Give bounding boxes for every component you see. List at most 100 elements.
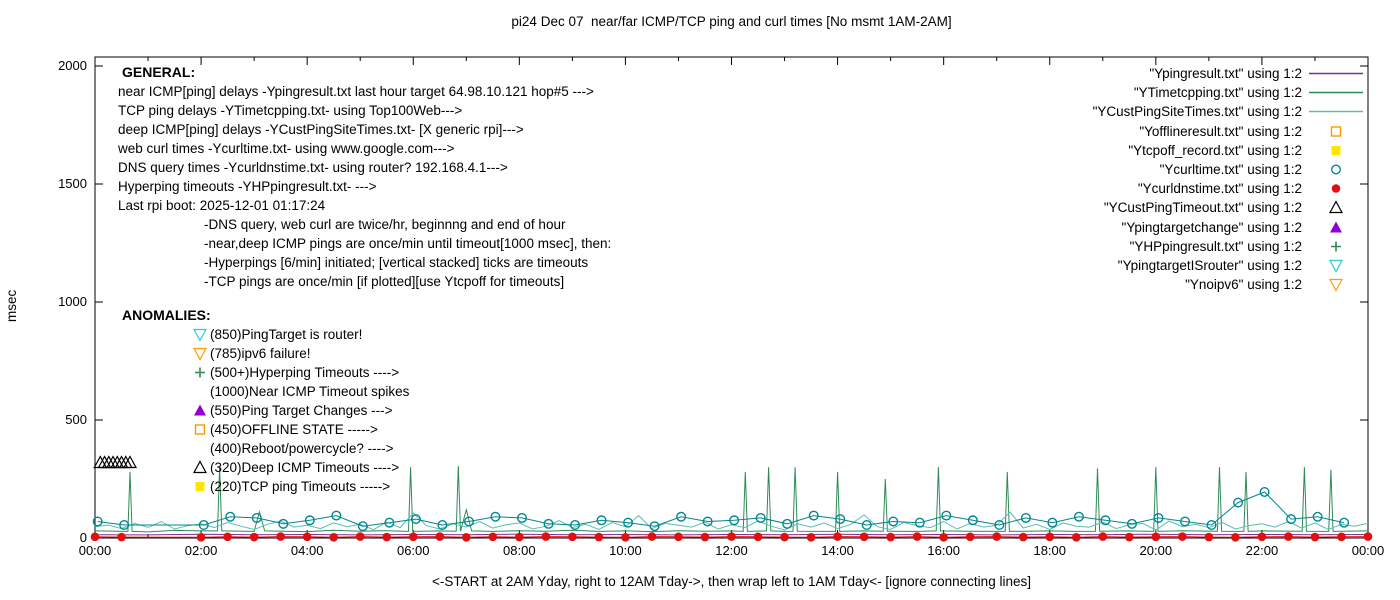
down-triangle-marker xyxy=(1328,279,1344,292)
series-point-YCustPingTimeout.txt xyxy=(122,455,138,469)
series-point-Ycurltime.txt xyxy=(967,515,978,526)
series-point-Ycurltime.txt xyxy=(888,516,899,527)
series-point-Ycurltime.txt xyxy=(1180,516,1191,527)
anomaly-row: (850)PingTarget is router! xyxy=(192,325,409,344)
anomalies-heading: ANOMALIES: xyxy=(122,307,211,323)
legend-label: "YpingtargetISrouter" using 1:2 xyxy=(1117,257,1302,273)
open-triangle-icon xyxy=(1302,200,1370,215)
series-point-Ycurltime.txt xyxy=(1047,517,1058,528)
series-point-Ycurltime.txt xyxy=(1339,517,1350,528)
series-point-Ycurltime.txt xyxy=(119,520,130,531)
general-line: near ICMP[ping] delays -Ypingresult.txt … xyxy=(118,84,594,99)
series-point-Ycurldnstime.txt xyxy=(488,532,498,542)
anomaly-row: (785)ipv6 failure! xyxy=(192,344,409,363)
series-point-Ycurldnstime.txt xyxy=(1098,532,1108,541)
open-circle-icon xyxy=(1302,162,1370,177)
series-point-Ycurltime.txt xyxy=(1233,497,1244,508)
filled-triangle-icon xyxy=(1302,220,1370,235)
series-point-Ycurldnstime.txt xyxy=(833,532,842,541)
ping-target-change-icon xyxy=(192,403,210,418)
series-point-Ycurldnstime.txt xyxy=(1018,532,1028,542)
series-point-Ycurltime.txt xyxy=(623,517,634,528)
general-line: -near,deep ICMP pings are once/min until… xyxy=(204,236,612,251)
legend-row: "Yofflineresult.txt" using 1:2 xyxy=(1030,122,1370,141)
series-point-Ycurltime.txt xyxy=(1020,512,1031,523)
tcp-ping-timeout-icon xyxy=(192,479,210,494)
anomaly-row: (450)OFFLINE STATE -----> xyxy=(192,420,409,439)
series-point-Ycurldnstime.txt xyxy=(859,532,869,542)
series-point-Ycurltime.txt xyxy=(1286,514,1297,525)
general-line: -Hyperpings [6/min] initiated; [vertical… xyxy=(204,255,589,270)
series-point-Ycurldnstime.txt xyxy=(727,532,736,541)
anomaly-text: (850)PingTarget is router! xyxy=(210,327,363,342)
y-tick-label: 500 xyxy=(65,412,87,427)
open-square-icon xyxy=(1302,124,1370,139)
series-point-Ycurldnstime.txt xyxy=(1151,532,1161,542)
series-point-Ycurldnstime.txt xyxy=(249,532,259,542)
series-point-Ycurltime.txt xyxy=(861,520,872,531)
series-point-YCustPingTimeout.txt xyxy=(93,455,108,469)
plus-marker xyxy=(195,367,205,378)
series-point-Ycurltime.txt xyxy=(1126,518,1137,529)
series-point-Ycurldnstime.txt xyxy=(1310,532,1320,542)
series-point-Ycurltime.txt xyxy=(92,516,103,527)
open-triangle-marker xyxy=(192,460,208,474)
series-point-Ycurldnstime.txt xyxy=(461,532,471,542)
general-line: TCP ping delays -YTimetcpping.txt- using… xyxy=(118,103,463,118)
down-triangle-icon xyxy=(1302,258,1370,273)
anomalies-notes: ANOMALIES: (850)PingTarget is router! (7… xyxy=(118,306,409,496)
x-tick-label: 08:00 xyxy=(503,543,536,558)
series-point-Ycurldnstime.txt xyxy=(806,532,816,542)
x-tick-label: 14:00 xyxy=(821,543,854,558)
legend-row: "Ycurldnstime.txt" using 1:2 xyxy=(1030,179,1370,198)
series-point-Ycurltime.txt xyxy=(278,518,289,529)
general-line: web curl times -Ycurltime.txt- using www… xyxy=(118,141,455,156)
x-axis-caption: <-START at 2AM Yday, right to 12AM Tday-… xyxy=(432,574,1031,589)
x-tick-label: 18:00 xyxy=(1033,543,1066,558)
series-point-Ycurltime.txt xyxy=(490,511,501,522)
anomaly-text: (450)OFFLINE STATE -----> xyxy=(210,422,378,437)
general-line: deep ICMP[ping] delays -YCustPingSiteTim… xyxy=(118,122,524,137)
down-triangle-marker xyxy=(192,328,208,342)
series-point-Ycurltime.txt xyxy=(384,517,395,528)
general-line: Hyperping timeouts -YHPpingresult.txt- -… xyxy=(118,179,377,194)
series-point-Ycurltime.txt xyxy=(225,511,236,522)
anomaly-text: (500+)Hyperping Timeouts ----> xyxy=(210,365,400,380)
plus-marker xyxy=(1331,241,1341,252)
filled-triangle-marker xyxy=(1330,221,1342,233)
general-heading: GENERAL: xyxy=(122,64,196,80)
open-square-marker xyxy=(1330,125,1342,137)
series-point-Ycurldnstime.txt xyxy=(223,532,232,542)
anomaly-row: (1000)Near ICMP Timeout spikes xyxy=(192,382,409,401)
legend-label: "YCustPingTimeout.txt" using 1:2 xyxy=(1103,200,1302,216)
x-tick-label: 20:00 xyxy=(1140,543,1173,558)
legend-label: "Ynoipv6" using 1:2 xyxy=(1185,277,1302,293)
legend-row: "Ypingresult.txt" using 1:2 xyxy=(1030,64,1370,83)
series-point-Ycurldnstime.txt xyxy=(435,532,445,541)
series-point-Ycurltime.txt xyxy=(1153,512,1164,523)
anomaly-text: (550)Ping Target Changes ---> xyxy=(210,403,393,418)
series-point-Ycurltime.txt xyxy=(570,520,581,531)
series-point-Ycurldnstime.txt xyxy=(90,532,100,542)
series-point-Ycurldnstime.txt xyxy=(647,532,657,541)
anomaly-row: (550)Ping Target Changes ---> xyxy=(192,401,409,420)
series-point-Ycurltime.txt xyxy=(410,514,421,525)
x-tick-label: 16:00 xyxy=(927,543,960,558)
series-point-Ycurldnstime.txt xyxy=(117,532,126,542)
series-point-Ycurldnstime.txt xyxy=(1257,532,1267,542)
series-point-YCustPingTimeout.txt xyxy=(97,455,112,469)
series-point-Ycurltime.txt xyxy=(357,521,368,532)
line-sample-icon xyxy=(1302,66,1370,81)
x-tick-label: 00:00 xyxy=(1352,543,1385,558)
series-point-Ycurltime.txt xyxy=(676,511,687,522)
anomaly-text: (785)ipv6 failure! xyxy=(210,346,311,361)
line-sample-icon xyxy=(1302,85,1370,100)
y-axis-label: msec xyxy=(4,289,19,322)
series-point-Ycurltime.txt xyxy=(941,510,952,521)
series-point-Ycurltime.txt xyxy=(463,516,474,527)
series-point-Ycurltime.txt xyxy=(1312,511,1323,522)
down-triangle-icon xyxy=(1302,277,1370,292)
series-point-Ycurldnstime.txt xyxy=(674,532,683,542)
legend-row: "YHPpingresult.txt" using 1:2 xyxy=(1030,237,1370,256)
